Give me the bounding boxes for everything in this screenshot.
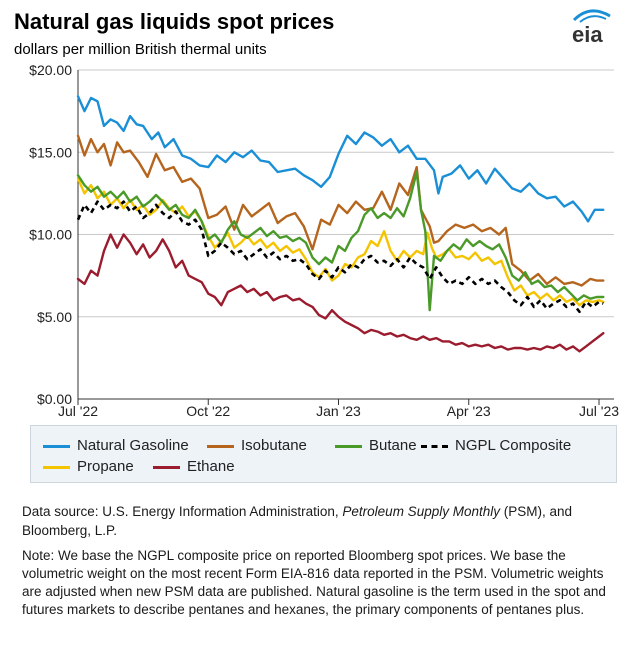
legend-label: Natural Gasoline <box>77 437 189 454</box>
series-line-propane <box>76 177 605 307</box>
legend-swatch <box>43 466 70 469</box>
series-line-ngpl <box>76 200 604 314</box>
legend-swatch <box>421 445 448 448</box>
y-tick-label: $20.00 <box>29 62 72 78</box>
legend-label: Ethane <box>187 458 235 475</box>
legend-label: Propane <box>77 458 134 475</box>
x-tick-label: Apr '23 <box>447 403 491 419</box>
x-tick-label: Oct '22 <box>186 403 230 419</box>
legend-swatch <box>207 445 234 448</box>
chart-area: $0.00 $5.00 $10.00 $15.00 $20.00 Jul '22 Oct … <box>29 62 619 419</box>
series-layer <box>76 95 605 353</box>
source-suffix: (PSM), and Bloomberg, L.P. <box>22 504 573 538</box>
data-source: Data source: U.S. Energy Information Adm… <box>22 502 597 540</box>
series-line-isobutane <box>76 134 605 287</box>
x-tick-label: Jul '23 <box>579 403 619 419</box>
x-tick-label: Jan '23 <box>316 403 361 419</box>
legend: Natural Gasoline Isobutane Butane NGPL Comp… <box>30 425 617 483</box>
eia-logo-arc <box>572 9 611 22</box>
chart-title: Natural gas liquids spot prices <box>14 9 335 34</box>
legend-label: Isobutane <box>241 437 307 454</box>
eia-logo-text: eia <box>572 22 603 46</box>
y-tick-label: $10.00 <box>29 227 72 243</box>
y-axis: $0.00 $5.00 $10.00 $15.00 $20.00 <box>29 62 72 407</box>
legend-swatch <box>153 466 180 469</box>
eia-logo: eia <box>572 9 611 46</box>
legend-swatch <box>43 445 70 448</box>
legend-label: Butane <box>369 437 417 454</box>
legend-label: NGPL Composite <box>455 437 572 454</box>
legend-swatch <box>335 445 362 448</box>
grid-layer <box>78 69 614 400</box>
series-line-ethane <box>76 233 605 353</box>
note: Note: We base the NGPL composite price o… <box>22 548 606 617</box>
x-tick-label: Jul '22 <box>58 403 98 419</box>
source-prefix: Data source: U.S. Energy Information Adm… <box>22 504 343 519</box>
source-italic: Petroleum Supply Monthly <box>342 504 500 519</box>
eia-logo-arc-inner <box>579 15 607 23</box>
y-tick-label: $0.00 <box>37 391 72 407</box>
y-tick-label: $15.00 <box>29 144 72 160</box>
x-axis: Jul '22 Oct '22 Jan '23 Apr '23 Jul '23 <box>58 70 619 419</box>
chart-subtitle: dollars per million British thermal unit… <box>14 41 267 58</box>
series-line-natural-gasoline <box>76 95 605 223</box>
series-line-butane <box>76 170 605 312</box>
y-tick-label: $5.00 <box>37 309 72 325</box>
